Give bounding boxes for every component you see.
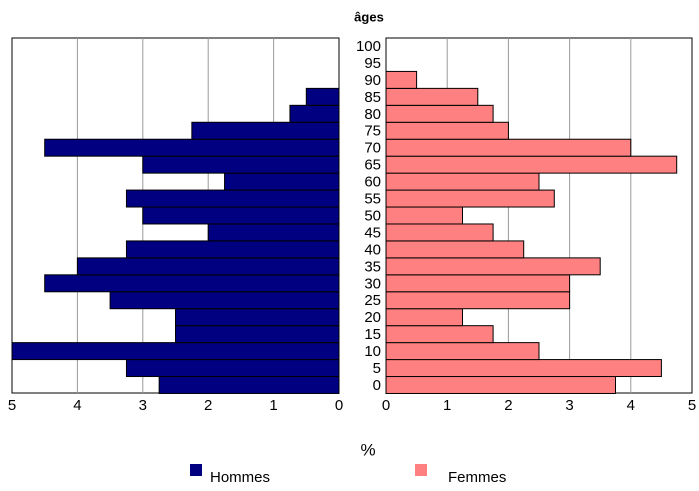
y-tick-label: 20 xyxy=(364,309,381,326)
x-tick-label: 1 xyxy=(443,397,451,414)
bar xyxy=(385,240,525,259)
bar xyxy=(109,291,340,310)
x-tick-label: 4 xyxy=(627,397,635,414)
bar xyxy=(385,376,616,394)
bar xyxy=(385,155,678,174)
bar xyxy=(385,274,571,293)
bar xyxy=(385,172,540,191)
bar xyxy=(175,308,340,327)
x-tick-label: 2 xyxy=(204,397,212,414)
y-tick-label: 35 xyxy=(364,258,381,275)
x-tick-label: 4 xyxy=(73,397,81,414)
y-tick-label: 90 xyxy=(364,72,381,89)
x-tick-label: 5 xyxy=(8,397,16,414)
chart-title: âges xyxy=(354,9,384,24)
bar xyxy=(385,87,479,106)
bar xyxy=(44,274,340,293)
bar xyxy=(125,359,340,378)
x-axis-label: % xyxy=(360,440,375,459)
bar xyxy=(385,308,463,327)
bar xyxy=(11,342,340,361)
bar xyxy=(385,359,662,378)
y-tick-label: 80 xyxy=(364,106,381,123)
bar xyxy=(142,206,340,225)
bar xyxy=(385,223,494,242)
y-tick-label: 30 xyxy=(364,275,381,292)
legend-label: Femmes xyxy=(448,469,506,486)
x-tick-label: 5 xyxy=(688,397,696,414)
bar xyxy=(191,121,340,140)
y-tick-label: 65 xyxy=(364,157,381,174)
y-tick-label: 10 xyxy=(364,343,381,360)
y-tick-label: 55 xyxy=(364,191,381,208)
bar xyxy=(175,325,340,344)
y-tick-label: 40 xyxy=(364,241,381,258)
x-tick-label: 0 xyxy=(335,397,343,414)
bar xyxy=(385,291,571,310)
bar xyxy=(76,257,340,276)
x-tick-label: 2 xyxy=(504,397,512,414)
bar xyxy=(385,138,632,157)
bar xyxy=(305,87,340,106)
x-tick-label: 3 xyxy=(139,397,147,414)
bar xyxy=(125,189,340,208)
bar xyxy=(158,376,340,394)
bar xyxy=(207,223,340,242)
x-tick-label: 3 xyxy=(565,397,573,414)
bar xyxy=(142,155,340,174)
bar xyxy=(224,172,340,191)
y-tick-label: 15 xyxy=(364,326,381,343)
bar xyxy=(44,138,340,157)
bar xyxy=(385,206,463,225)
y-tick-label: 0 xyxy=(373,377,381,394)
y-tick-label: 75 xyxy=(364,123,381,140)
bar xyxy=(385,70,418,89)
bar xyxy=(385,342,540,361)
x-tick-label: 1 xyxy=(269,397,277,414)
bar xyxy=(385,121,509,140)
bar xyxy=(385,189,555,208)
y-tick-label: 45 xyxy=(364,224,381,241)
y-tick-label: 95 xyxy=(364,55,381,72)
y-tick-label: 60 xyxy=(364,174,381,191)
y-tick-label: 5 xyxy=(373,360,381,377)
bar xyxy=(125,240,340,259)
y-tick-label: 50 xyxy=(364,207,381,224)
bar xyxy=(385,104,494,123)
bar xyxy=(289,104,340,123)
bar xyxy=(385,257,601,276)
legend-swatch xyxy=(190,464,202,476)
y-tick-label: 25 xyxy=(364,292,381,309)
legend-label: Hommes xyxy=(210,469,270,486)
y-tick-label: 85 xyxy=(364,89,381,106)
y-tick-label: 100 xyxy=(356,38,381,55)
x-tick-label: 0 xyxy=(382,397,390,414)
bar xyxy=(385,325,494,344)
y-tick-label: 70 xyxy=(364,140,381,157)
legend-swatch xyxy=(415,464,427,476)
